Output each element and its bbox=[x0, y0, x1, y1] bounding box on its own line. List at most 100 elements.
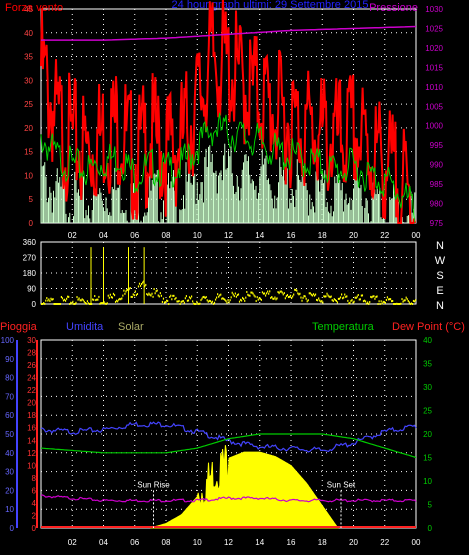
weather-x-tick-label: 10 bbox=[193, 538, 202, 547]
direction-point bbox=[212, 302, 215, 305]
weather-legend: Pioggia Umidita Solar Temperatura Dew Point … bbox=[0, 321, 465, 333]
direction-point bbox=[211, 300, 214, 303]
direction-point bbox=[388, 298, 391, 301]
direction-point bbox=[383, 301, 385, 304]
direction-point bbox=[343, 296, 345, 299]
solar-area bbox=[150, 445, 339, 529]
wind-left-tick-label: 35 bbox=[24, 53, 33, 62]
direction-point bbox=[144, 285, 146, 288]
direction-point bbox=[327, 294, 329, 297]
direction-point bbox=[335, 299, 337, 302]
direction-point bbox=[221, 297, 223, 300]
direction-point bbox=[277, 291, 279, 294]
direction-point bbox=[204, 297, 206, 300]
direction-point bbox=[181, 300, 183, 303]
direction-point bbox=[129, 287, 131, 290]
temperature-tick-label: 35 bbox=[423, 360, 432, 369]
temperature-tick-label: 10 bbox=[423, 477, 432, 486]
direction-point bbox=[178, 300, 180, 303]
direction-point bbox=[142, 281, 144, 284]
direction-point bbox=[295, 289, 297, 292]
wind-average-line bbox=[40, 112, 416, 223]
direction-point bbox=[146, 293, 148, 296]
direction-point bbox=[131, 295, 133, 298]
direction-point bbox=[189, 297, 192, 300]
direction-point bbox=[136, 293, 139, 296]
direction-point bbox=[135, 294, 137, 297]
direction-point bbox=[236, 294, 239, 297]
rain-tick-label: 24 bbox=[27, 374, 36, 383]
temperature-tick-label: 15 bbox=[423, 454, 432, 463]
direction-point bbox=[202, 296, 204, 299]
legend-entry: Pioggia bbox=[0, 321, 38, 333]
direction-point bbox=[70, 301, 72, 304]
wind-right-tick-label: 990 bbox=[430, 161, 444, 170]
direction-point bbox=[358, 298, 360, 301]
direction-point bbox=[274, 296, 276, 299]
direction-point bbox=[125, 290, 127, 293]
direction-point bbox=[262, 292, 265, 295]
direction-point bbox=[101, 302, 103, 305]
direction-point bbox=[341, 293, 343, 296]
legend-entry: Temperatura bbox=[312, 321, 375, 333]
direction-point bbox=[309, 292, 311, 295]
direction-point bbox=[401, 298, 403, 301]
direction-point bbox=[371, 296, 373, 299]
direction-point bbox=[366, 302, 368, 305]
direction-point bbox=[312, 293, 315, 296]
wind-left-tick-label: 0 bbox=[29, 219, 34, 228]
direction-point bbox=[257, 298, 259, 301]
direction-point bbox=[337, 297, 340, 300]
direction-point bbox=[253, 294, 255, 297]
direction-point bbox=[367, 301, 369, 304]
direction-point bbox=[407, 299, 409, 302]
direction-point bbox=[84, 302, 86, 305]
wind-series bbox=[40, 0, 417, 224]
direction-point bbox=[275, 298, 277, 301]
direction-point bbox=[239, 298, 242, 301]
direction-point bbox=[369, 301, 371, 304]
direction-point bbox=[354, 296, 356, 299]
direction-point bbox=[198, 303, 200, 305]
direction-point bbox=[256, 296, 258, 299]
direction-point bbox=[149, 293, 151, 296]
direction-point bbox=[409, 303, 411, 305]
direction-point bbox=[162, 297, 165, 300]
direction-point bbox=[119, 297, 121, 300]
wind-right-tick-label: 1020 bbox=[425, 44, 443, 53]
direction-point bbox=[408, 301, 410, 304]
rain-tick-label: 18 bbox=[27, 411, 36, 420]
direction-point bbox=[243, 298, 245, 301]
direction-point bbox=[106, 302, 108, 305]
humidity-tick-label: 50 bbox=[5, 430, 14, 439]
humidity-tick-label: 30 bbox=[5, 468, 14, 477]
wind-ticks: 0510152025303540459759809859909951000100… bbox=[24, 5, 443, 240]
compass-label: E bbox=[436, 285, 443, 297]
direction-point bbox=[298, 293, 300, 296]
direction-point bbox=[166, 299, 168, 302]
direction-point bbox=[379, 303, 381, 305]
direction-point bbox=[108, 296, 110, 299]
direction-point bbox=[378, 300, 380, 303]
direction-point bbox=[193, 302, 195, 305]
direction-point bbox=[78, 297, 80, 300]
direction-point bbox=[123, 289, 125, 292]
direction-point bbox=[171, 298, 173, 301]
wind-right-tick-label: 1025 bbox=[425, 24, 443, 33]
direction-point bbox=[79, 299, 81, 302]
direction-point bbox=[81, 298, 83, 301]
direction-point bbox=[224, 298, 226, 301]
direction-point bbox=[128, 288, 130, 291]
direction-point bbox=[208, 299, 210, 302]
direction-point bbox=[130, 295, 132, 298]
wind-right-tick-label: 1015 bbox=[425, 63, 443, 72]
direction-point bbox=[389, 298, 392, 301]
direction-point bbox=[94, 295, 96, 298]
wind-right-tick-label: 985 bbox=[430, 180, 444, 189]
compass-label: N bbox=[436, 300, 444, 312]
direction-point bbox=[406, 298, 408, 301]
wind-left-tick-label: 45 bbox=[24, 5, 33, 14]
direction-point bbox=[395, 303, 397, 305]
direction-point bbox=[98, 295, 100, 298]
